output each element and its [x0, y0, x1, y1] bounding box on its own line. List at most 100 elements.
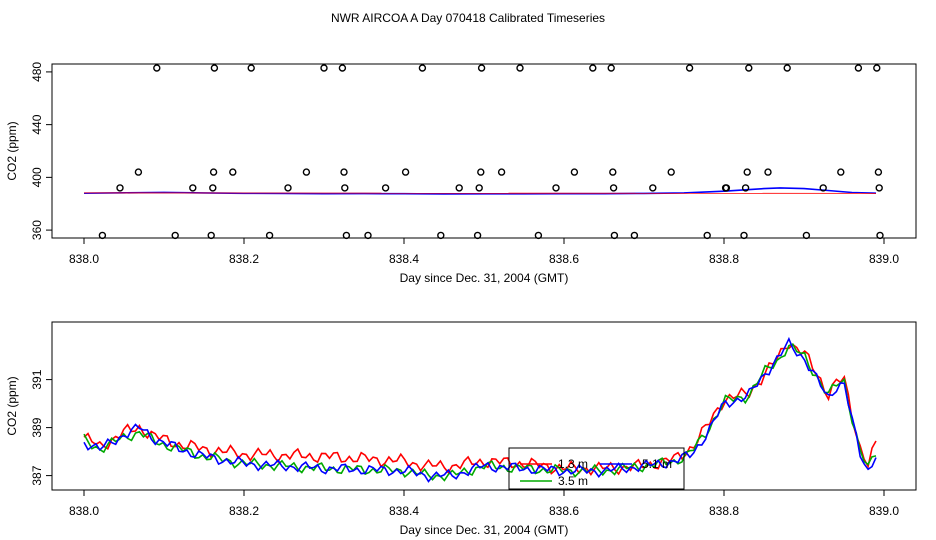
scatter-point [338, 64, 347, 72]
y-tick-label: 440 [30, 114, 44, 134]
top-x-axis-label: Day since Dec. 31, 2004 (GMT) [400, 271, 569, 285]
scatter-point [741, 184, 750, 192]
scatter-point [874, 168, 883, 176]
legend-label-1-3m: 1.3 m [558, 457, 588, 471]
scatter-point [570, 168, 579, 176]
scatter-point [876, 231, 884, 240]
scatter-point [284, 184, 292, 192]
scatter-point [685, 64, 694, 72]
scatter-point [134, 168, 143, 176]
scatter-point [477, 64, 486, 72]
scatter-point [516, 64, 524, 72]
top-y-axis: 360 400 440 480 [30, 62, 52, 240]
scatter-point [552, 184, 560, 192]
y-tick-label: 389 [30, 417, 44, 437]
scatter-point [189, 184, 197, 192]
scatter-point [265, 231, 274, 240]
scatter-point [764, 168, 772, 176]
scatter-point [607, 64, 615, 72]
scatter-point [589, 64, 597, 72]
x-tick-label: 838.2 [229, 252, 259, 266]
scatter-point [381, 184, 390, 192]
x-tick-label: 838.0 [69, 252, 99, 266]
bottom-y-axis-label: CO2 (ppm) [5, 376, 19, 435]
scatter-point [722, 184, 731, 192]
top-plot-frame [51, 63, 917, 239]
x-tick-label: 838.8 [709, 504, 739, 518]
bottom-y-axis: 387 389 391 [30, 369, 52, 486]
scatter-point [837, 168, 845, 176]
x-tick-label: 838.4 [389, 504, 419, 518]
bottom-x-axis: 838.0 838.2 838.4 838.6 838.8 839.0 [69, 490, 899, 518]
legend-label-5-1m: 5.1 m [642, 457, 672, 471]
bottom-series-lines [83, 336, 877, 483]
scatter-point [819, 184, 827, 192]
scatter-point [873, 64, 881, 72]
scatter-point [207, 231, 215, 240]
scatter-point [743, 168, 751, 176]
x-tick-label: 838.4 [389, 252, 419, 266]
page-title: NWR AIRCOA A Day 070418 Calibrated Times… [331, 11, 605, 25]
scatter-point [418, 64, 427, 72]
y-tick-label: 480 [30, 62, 44, 82]
scatter-point [703, 231, 711, 240]
x-tick-label: 839.0 [869, 504, 899, 518]
scatter-point [153, 64, 161, 72]
y-tick-label: 391 [30, 369, 44, 389]
scatter-point [610, 231, 619, 240]
scatter-point [783, 64, 791, 72]
y-tick-label: 400 [30, 167, 44, 187]
series-line-trend-red [83, 192, 877, 194]
scatter-point [320, 64, 328, 72]
bottom-x-axis-label: Day since Dec. 31, 2004 (GMT) [400, 523, 569, 537]
y-tick-label: 387 [30, 465, 44, 485]
scatter-point [667, 168, 675, 176]
top-y-axis-label: CO2 (ppm) [5, 121, 19, 180]
top-x-axis: 838.0 838.2 838.4 838.6 838.8 839.0 [69, 238, 899, 266]
x-tick-label: 838.6 [549, 504, 579, 518]
series-line-1-3-m [83, 343, 877, 477]
scatter-point [401, 168, 410, 176]
x-tick-label: 838.8 [709, 252, 739, 266]
scatter-point [854, 64, 863, 72]
scatter-point [609, 168, 617, 176]
legend-label-3-5m: 3.5 m [558, 474, 588, 488]
top-scatter-points [98, 64, 884, 240]
scatter-point [341, 184, 349, 192]
scatter-point [437, 231, 445, 240]
scatter-point [210, 64, 219, 72]
scatter-point [649, 184, 657, 192]
series-line-5-1-m [83, 336, 877, 483]
scatter-point [497, 168, 506, 176]
scatter-point [247, 64, 255, 72]
x-tick-label: 838.2 [229, 504, 259, 518]
x-tick-label: 839.0 [869, 252, 899, 266]
y-tick-label: 360 [30, 220, 44, 240]
scatter-point [364, 231, 372, 240]
scatter-point [802, 231, 811, 240]
scatter-point [745, 64, 753, 72]
scatter-point [630, 231, 639, 240]
scatter-point [609, 184, 618, 192]
x-tick-label: 838.0 [69, 504, 99, 518]
panel-by-height: 387 389 391 838.0 838.2 838.4 838.6 838.8 839.0… [5, 321, 917, 537]
scatter-point [477, 168, 485, 176]
scatter-point [98, 231, 107, 240]
scatter-point [740, 231, 748, 240]
scatter-point [340, 168, 348, 176]
bottom-plot-frame [51, 321, 917, 491]
top-trend-lines [83, 187, 877, 195]
legend-box [508, 447, 685, 490]
scatter-point [875, 184, 883, 192]
scatter-point [342, 231, 351, 240]
scatter-point [455, 184, 463, 192]
legend: 1.3 m 5.1 m 3.5 m [508, 447, 685, 490]
scatter-point [209, 184, 217, 192]
scatter-point [473, 231, 482, 240]
scatter-point [229, 168, 237, 176]
scatter-point [171, 231, 179, 240]
x-tick-label: 838.6 [549, 252, 579, 266]
scatter-point [209, 168, 218, 176]
